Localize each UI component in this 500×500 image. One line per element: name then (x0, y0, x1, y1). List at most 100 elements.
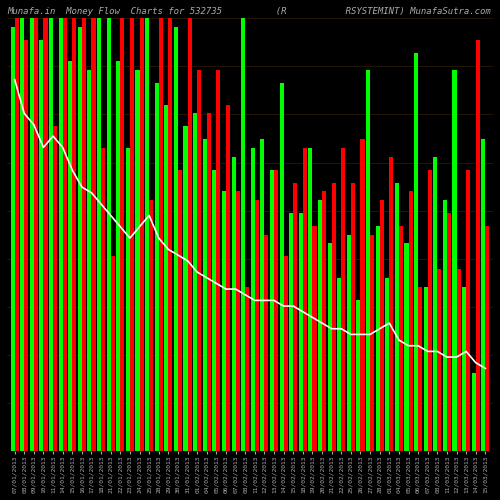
Bar (245, 286, 250, 452)
Bar (385, 278, 390, 452)
Bar (149, 200, 153, 452)
Bar (106, 18, 110, 452)
Bar (418, 286, 422, 452)
Bar (456, 270, 460, 452)
Bar (376, 226, 380, 452)
Bar (356, 300, 360, 452)
Bar (328, 244, 332, 452)
Bar (472, 374, 476, 452)
Bar (347, 235, 351, 452)
Bar (476, 40, 480, 452)
Bar (154, 83, 158, 452)
Bar (342, 148, 345, 452)
Bar (241, 18, 245, 452)
Bar (212, 170, 216, 452)
Bar (390, 157, 394, 452)
Bar (126, 148, 130, 452)
Bar (434, 157, 438, 452)
Bar (366, 70, 370, 452)
Bar (88, 70, 92, 452)
Bar (68, 62, 72, 452)
Bar (438, 270, 442, 452)
Bar (332, 183, 336, 452)
Bar (120, 18, 124, 452)
Bar (40, 40, 44, 452)
Bar (250, 148, 255, 452)
Bar (174, 27, 178, 452)
Bar (58, 18, 62, 452)
Bar (322, 192, 326, 452)
Bar (232, 157, 235, 452)
Bar (482, 140, 486, 452)
Bar (188, 18, 192, 452)
Bar (82, 18, 86, 452)
Bar (202, 140, 207, 452)
Bar (53, 126, 57, 452)
Bar (20, 18, 24, 452)
Bar (34, 18, 38, 452)
Bar (255, 200, 259, 452)
Bar (216, 70, 220, 452)
Bar (140, 18, 143, 452)
Bar (30, 18, 34, 452)
Bar (24, 40, 28, 452)
Bar (178, 170, 182, 452)
Bar (97, 18, 101, 452)
Bar (284, 256, 288, 452)
Bar (78, 27, 82, 452)
Bar (424, 286, 428, 452)
Bar (404, 244, 408, 452)
Bar (370, 235, 374, 452)
Bar (337, 278, 342, 452)
Text: Munafa.in  Money Flow  Charts for 532735          (R           RSYSTEMINT) Munaf: Munafa.in Money Flow Charts for 532735 (… (7, 7, 490, 16)
Bar (164, 105, 168, 452)
Bar (270, 170, 274, 452)
Bar (92, 18, 96, 452)
Bar (318, 200, 322, 452)
Bar (236, 192, 240, 452)
Bar (303, 148, 307, 452)
Bar (414, 53, 418, 452)
Bar (308, 148, 312, 452)
Bar (193, 114, 197, 452)
Bar (312, 226, 316, 452)
Bar (260, 140, 264, 452)
Bar (462, 286, 466, 452)
Bar (399, 226, 403, 452)
Bar (280, 83, 283, 452)
Bar (44, 18, 48, 452)
Bar (380, 200, 384, 452)
Bar (158, 18, 163, 452)
Bar (293, 183, 298, 452)
Bar (452, 70, 456, 452)
Bar (10, 27, 14, 452)
Bar (486, 226, 490, 452)
Bar (360, 140, 364, 452)
Bar (395, 183, 399, 452)
Bar (428, 170, 432, 452)
Bar (197, 70, 201, 452)
Bar (408, 192, 412, 452)
Bar (274, 170, 278, 452)
Bar (299, 213, 303, 452)
Bar (101, 148, 105, 452)
Bar (222, 192, 226, 452)
Bar (466, 170, 470, 452)
Bar (443, 200, 447, 452)
Bar (226, 105, 230, 452)
Bar (110, 256, 115, 452)
Bar (447, 213, 451, 452)
Bar (72, 18, 76, 452)
Bar (49, 18, 53, 452)
Bar (184, 126, 188, 452)
Bar (351, 183, 355, 452)
Bar (136, 70, 140, 452)
Bar (289, 213, 293, 452)
Bar (145, 18, 149, 452)
Bar (130, 18, 134, 452)
Bar (168, 18, 172, 452)
Bar (62, 18, 66, 452)
Bar (14, 18, 18, 452)
Bar (116, 62, 120, 452)
Bar (264, 235, 268, 452)
